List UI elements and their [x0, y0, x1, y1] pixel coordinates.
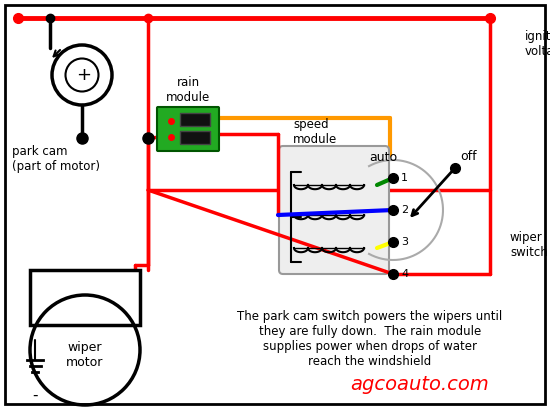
Text: 4: 4 [401, 269, 408, 279]
Text: 2: 2 [401, 205, 408, 215]
Text: -: - [32, 388, 38, 403]
Text: wiper
switch: wiper switch [510, 231, 548, 259]
Text: speed
module: speed module [293, 118, 337, 146]
Text: park cam
(part of motor): park cam (part of motor) [12, 145, 100, 173]
Text: auto: auto [369, 151, 397, 164]
Bar [180, 131, 210, 144]
Text: wiper
motor: wiper motor [67, 341, 104, 369]
FancyBboxPatch shape [279, 146, 389, 274]
Text: The park cam switch powers the wipers until
they are fully down.  The rain modul: The park cam switch powers the wipers un… [238, 310, 503, 368]
Text: 1: 1 [401, 173, 408, 183]
FancyBboxPatch shape [157, 107, 219, 151]
Text: ignition
voltage: ignition voltage [525, 30, 550, 58]
Text: off: off [460, 150, 477, 163]
Bar [30, 270, 140, 325]
Text: agcoauto.com: agcoauto.com [351, 375, 490, 395]
Text: 3: 3 [401, 237, 408, 247]
Bar [180, 113, 210, 126]
Text: +: + [76, 66, 91, 84]
Text: rain
module: rain module [166, 76, 210, 104]
